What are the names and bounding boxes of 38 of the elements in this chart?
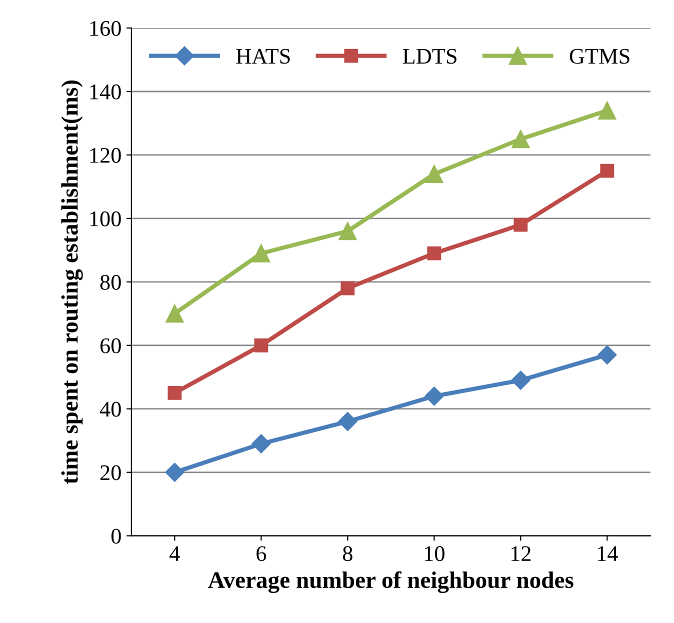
- x-tick-label: 12: [512, 546, 531, 561]
- legend-label: GTMS: [570, 48, 630, 64]
- point: [165, 462, 184, 482]
- x-tick-label: 6: [256, 546, 266, 562]
- y-tick-label: 120: [90, 148, 121, 163]
- x-tick-label: 14: [598, 546, 618, 561]
- point: [340, 281, 355, 296]
- point: [600, 164, 614, 178]
- y-axis-title: time spent on routing establishment(ms): [61, 80, 83, 484]
- point: [598, 102, 616, 120]
- y-tick-label: 80: [100, 274, 121, 290]
- point: [425, 164, 444, 184]
- y-tick-label: 60: [100, 338, 121, 354]
- point: [512, 130, 530, 148]
- point: [338, 222, 357, 240]
- legend-label: HATS: [236, 48, 290, 64]
- point: [252, 244, 270, 262]
- point: [427, 246, 442, 260]
- point: [338, 412, 358, 432]
- x-axis-title: Average number of neighbour nodes: [208, 571, 574, 594]
- point: [168, 386, 182, 400]
- y-tick-label: 140: [90, 84, 121, 100]
- point: [166, 304, 184, 323]
- y-tick-label: 0: [111, 528, 121, 544]
- point: [424, 386, 444, 406]
- point: [598, 345, 617, 364]
- point: [511, 370, 530, 390]
- point: [514, 218, 528, 232]
- x-tick-label: 8: [342, 546, 352, 562]
- y-tick-label: 20: [100, 465, 121, 480]
- x-tick-label: 10: [425, 546, 444, 562]
- y-tick-label: 40: [100, 402, 121, 417]
- point: [254, 338, 268, 352]
- y-tick-label: 100: [90, 211, 121, 226]
- y-tick-label: 160: [90, 20, 121, 36]
- legend-label: LDTS: [402, 48, 456, 64]
- x-tick-label: 4: [170, 546, 180, 561]
- point: [252, 434, 271, 454]
